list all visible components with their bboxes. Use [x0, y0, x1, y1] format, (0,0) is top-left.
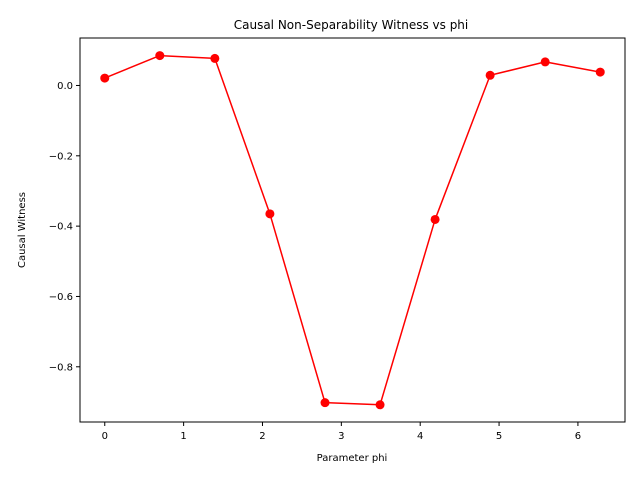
y-tick-label: −0.8	[49, 362, 73, 373]
y-tick-label: −0.6	[49, 292, 73, 303]
y-tick-label: −0.4	[49, 222, 73, 233]
data-point	[375, 400, 385, 410]
x-tick-label: 5	[496, 431, 502, 442]
data-point	[155, 51, 165, 61]
y-axis: 0.0 −0.2 −0.4 −0.6 −0.8	[49, 81, 80, 373]
chart-title: Causal Non-Separability Witness vs phi	[234, 18, 469, 32]
data-point	[540, 57, 550, 67]
y-tick-label: 0.0	[57, 81, 73, 92]
data-point	[265, 209, 275, 219]
x-tick-label: 6	[575, 431, 581, 442]
data-point	[430, 214, 440, 224]
x-tick-label: 4	[417, 431, 423, 442]
x-axis-title: Parameter phi	[317, 453, 388, 464]
data-point	[320, 398, 330, 408]
y-tick-label: −0.2	[49, 151, 73, 162]
plot-area	[100, 51, 605, 410]
x-tick-label: 2	[259, 431, 265, 442]
axes-frame	[79, 37, 626, 423]
series-line	[104, 54, 601, 406]
y-axis-title: Causal Witness	[17, 192, 28, 268]
x-tick-label: 3	[338, 431, 344, 442]
data-point	[485, 70, 495, 80]
x-axis: 0 1 2 3 4 5 6	[102, 422, 581, 442]
x-tick-label: 0	[102, 431, 108, 442]
data-point	[210, 53, 220, 63]
x-tick-label: 1	[180, 431, 186, 442]
data-point	[100, 73, 110, 83]
data-point	[595, 67, 605, 77]
